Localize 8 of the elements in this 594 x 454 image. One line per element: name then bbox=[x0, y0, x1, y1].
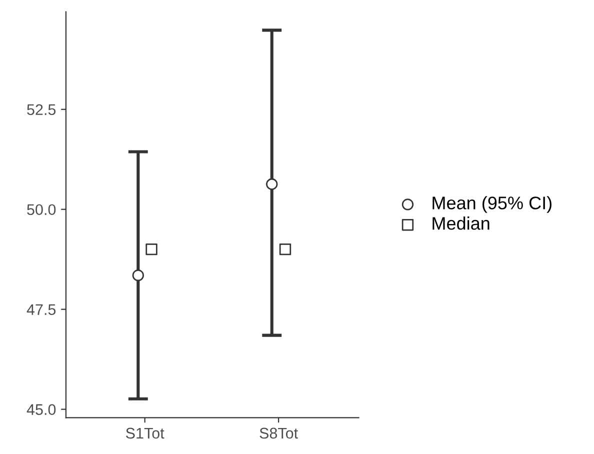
y-tick-label: 47.5 bbox=[26, 304, 56, 315]
y-tick-label: 50.0 bbox=[27, 204, 56, 216]
x-tick-label: S1Tot bbox=[126, 428, 164, 439]
legend-label: Median bbox=[432, 216, 490, 230]
x-tick-label: S8Tot bbox=[260, 428, 298, 439]
legend-label: Mean (95% CI) bbox=[432, 196, 552, 213]
y-tick-label: 45.0 bbox=[26, 404, 56, 415]
y-tick-label: 52.5 bbox=[27, 104, 56, 116]
